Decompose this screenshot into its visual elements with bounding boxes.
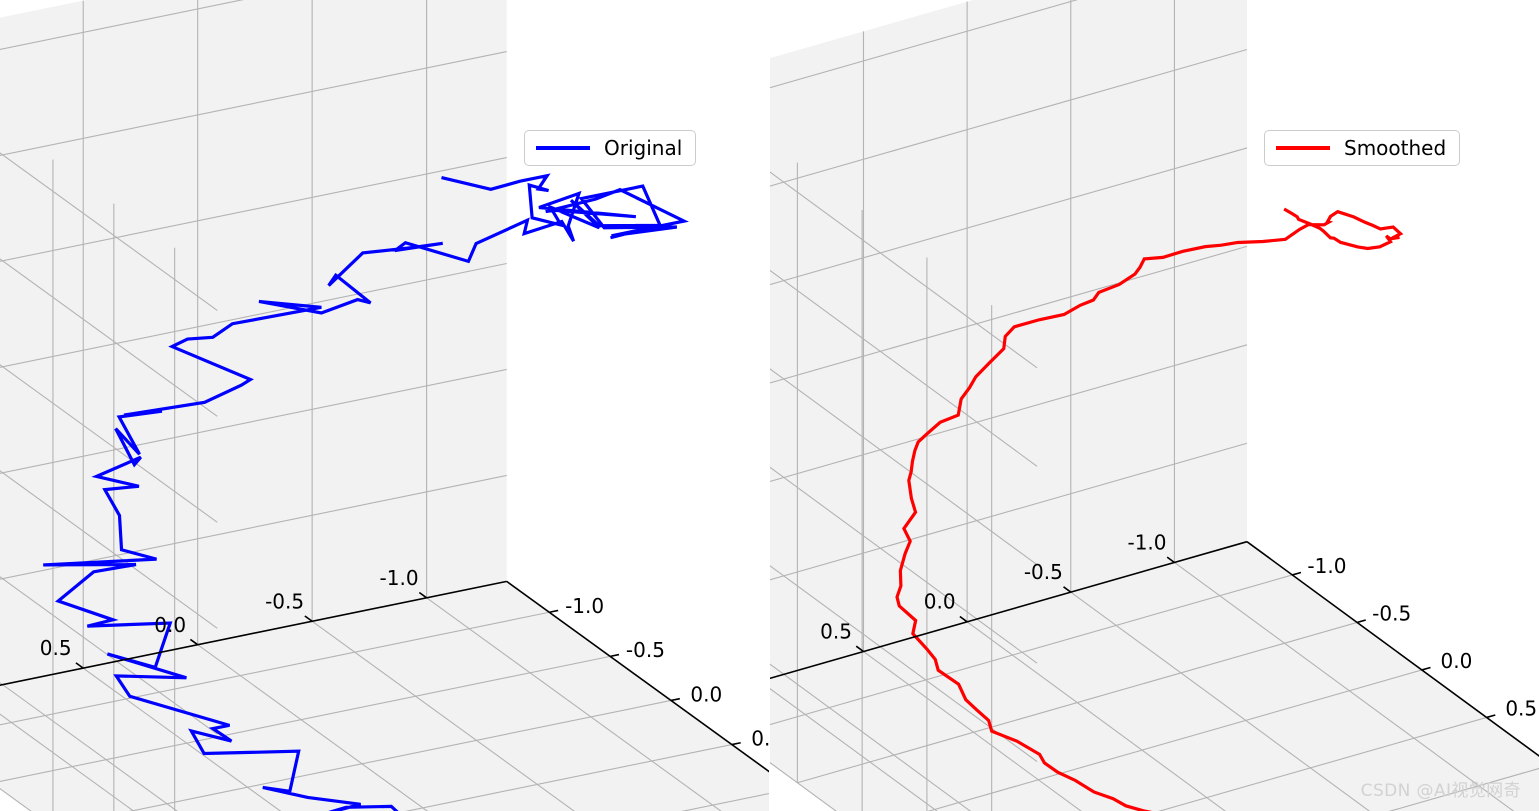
tick-label: 0.0: [154, 613, 186, 637]
pane-back-wall: [0, 121, 218, 811]
axis-spines: -1.0-0.50.00.51.0-1.0-0.50.00.51.0012345…: [770, 530, 1539, 757]
tick-label: -1.0: [380, 566, 419, 590]
x-axis-spine: [0, 580, 507, 687]
tick-label: 0.5: [40, 636, 72, 660]
legend-label-smoothed: Smoothed: [1344, 136, 1447, 160]
gridlines: [0, 0, 769, 811]
pane-back-wall: [770, 142, 1038, 811]
tick-label: -0.5: [1372, 602, 1411, 626]
y-axis-spine: [1246, 541, 1539, 757]
axes3d-smoothed: -1.0-0.50.00.51.0-1.0-0.50.00.51.0012345…: [770, 0, 1539, 811]
legend-line-swatch-original: [536, 146, 590, 150]
data-line-smoothed: [895, 207, 1404, 811]
axis-spines: -1.0-0.50.00.51.0-1.0-0.50.00.51.0012345…: [0, 566, 769, 773]
tick-label: -1.0: [1127, 530, 1166, 554]
legend-label-original: Original: [604, 136, 683, 160]
tick-label: -0.5: [265, 589, 304, 613]
tick-label: 0.0: [924, 590, 956, 614]
tick-label: 0.5: [751, 726, 769, 750]
subplot-smoothed: Smoothed Data -1.0-0.50.00.51.0-1.0-0.50…: [770, 0, 1539, 811]
tick-label: -0.5: [626, 638, 665, 662]
tick-label: 0.5: [820, 619, 852, 643]
tick-label: 0.0: [1441, 649, 1473, 673]
tick-label: -1.0: [565, 594, 604, 618]
tick-label: 0.5: [1505, 697, 1537, 721]
axes3d-original: -1.0-0.50.00.51.0-1.0-0.50.00.51.0012345…: [0, 0, 769, 811]
tick-label: 0.0: [690, 682, 722, 706]
subplot-original: Original Data -1.0-0.50.00.51.0-1.0-0.50…: [0, 0, 769, 811]
tick-label: -0.5: [1024, 560, 1063, 584]
legend-original[interactable]: Original: [524, 130, 697, 166]
data-line-original: [43, 173, 689, 811]
legend-line-swatch-smoothed: [1276, 146, 1330, 150]
legend-smoothed[interactable]: Smoothed: [1264, 130, 1461, 166]
tick-label: -1.0: [1307, 554, 1346, 578]
watermark: CSDN @AI视觉网奇: [1360, 781, 1521, 801]
